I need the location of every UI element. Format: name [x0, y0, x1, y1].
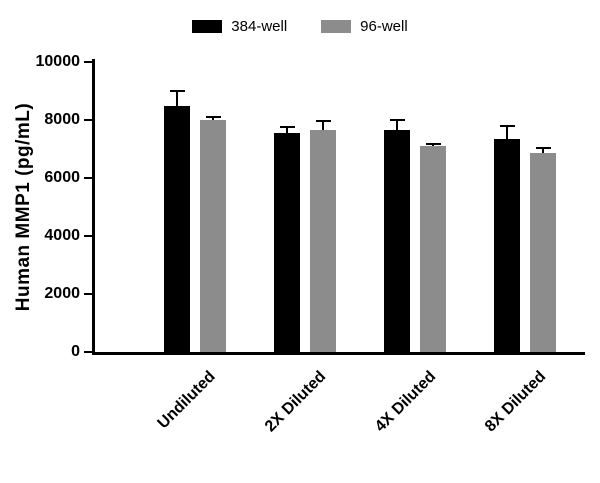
bar-384-well-2X Diluted	[274, 133, 300, 352]
error-bar-cap	[279, 126, 295, 129]
error-bar-line	[176, 91, 178, 106]
error-bar-line	[542, 147, 544, 154]
y-axis-tick-label: 2000	[44, 285, 80, 302]
legend-swatch-icon	[321, 20, 352, 33]
legend-swatch-icon	[192, 20, 223, 33]
x-axis-category-label: Undiluted	[154, 368, 220, 433]
bar-96-well-2X Diluted	[310, 130, 336, 352]
error-bar-cap	[205, 115, 221, 118]
y-axis-tick-label: 0	[71, 343, 80, 360]
legend-label: 384-well	[231, 18, 288, 35]
legend-item: 96-well	[321, 18, 408, 35]
bar-384-well-Undiluted	[164, 105, 190, 352]
chart-legend: 384-well 96-well	[0, 18, 600, 35]
bar-96-well-4X Diluted	[420, 146, 446, 352]
bar-96-well-8X Diluted	[530, 153, 556, 352]
error-bar-line	[286, 127, 288, 134]
y-axis-tick-label: 10000	[35, 53, 81, 70]
error-bar-cap	[499, 124, 515, 127]
bar-96-well-Undiluted	[200, 120, 226, 352]
y-axis-tick	[84, 293, 92, 295]
y-axis-title: Human MMP1 (pg/mL)	[13, 103, 35, 312]
x-axis-category-label: 8X Diluted	[481, 368, 550, 436]
y-axis-line	[92, 59, 95, 355]
legend-item: 384-well	[192, 18, 287, 35]
error-bar-line	[322, 121, 324, 131]
y-axis-tick	[84, 351, 92, 353]
x-axis-category-label: 2X Diluted	[261, 368, 330, 436]
y-axis-tick	[84, 119, 92, 121]
bar-384-well-4X Diluted	[384, 130, 410, 352]
error-bar-cap	[315, 120, 331, 123]
error-bar-cap	[535, 146, 551, 149]
legend-label: 96-well	[360, 18, 408, 35]
y-axis-tick	[84, 61, 92, 63]
y-axis-tick	[84, 177, 92, 179]
y-axis-tick-label: 6000	[44, 169, 80, 186]
error-bar-cap	[389, 119, 405, 121]
error-bar-line	[506, 125, 508, 139]
error-bar-cap	[169, 90, 185, 92]
bar-384-well-8X Diluted	[494, 138, 520, 352]
x-axis-line	[92, 352, 585, 355]
error-bar-cap	[425, 143, 441, 146]
x-axis-category-label: 4X Diluted	[371, 368, 440, 436]
error-bar-line	[396, 120, 398, 131]
y-axis-tick	[84, 235, 92, 237]
error-bar-line	[212, 116, 214, 120]
y-axis-tick-label: 4000	[44, 227, 80, 244]
y-axis-title-text: Human MMP1 (pg/mL)	[13, 102, 34, 312]
y-axis-tick-label: 8000	[44, 111, 80, 128]
